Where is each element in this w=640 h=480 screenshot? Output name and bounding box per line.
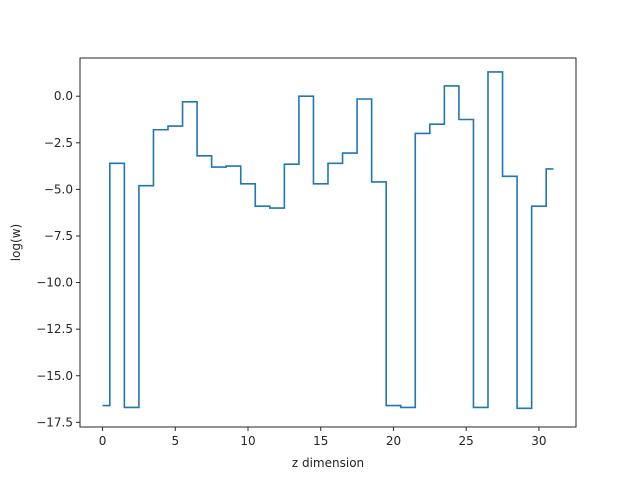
y-tick-label: −7.5: [44, 229, 73, 243]
y-axis-label: log(w): [9, 224, 23, 261]
axes-frame: [79, 57, 577, 428]
x-tick-label: 15: [313, 434, 328, 448]
y-tick-label: −10.0: [36, 276, 73, 290]
x-tick-label: 30: [531, 434, 546, 448]
y-tick-label: −12.5: [36, 322, 73, 336]
x-axis-ticks: 0 5 10 15 20 25 30: [99, 427, 547, 448]
x-tick-label: 5: [171, 434, 179, 448]
y-tick-label: −5.0: [44, 182, 73, 196]
x-tick-label: 10: [240, 434, 255, 448]
x-tick-label: 0: [99, 434, 107, 448]
x-axis-label: z dimension: [292, 456, 364, 470]
y-tick-label: −15.0: [36, 369, 73, 383]
y-tick-label: −2.5: [44, 136, 73, 150]
series-layer: [102, 71, 554, 410]
y-axis-ticks: 0.0 −2.5 −5.0 −7.5 −10.0 −12.5 −15.0 −17.5: [36, 89, 80, 429]
x-tick-label: 25: [459, 434, 474, 448]
y-tick-label: −17.5: [36, 415, 73, 429]
x-tick-label: 20: [386, 434, 401, 448]
y-tick-label: 0.0: [54, 89, 73, 103]
series-line-0: [102, 71, 554, 410]
